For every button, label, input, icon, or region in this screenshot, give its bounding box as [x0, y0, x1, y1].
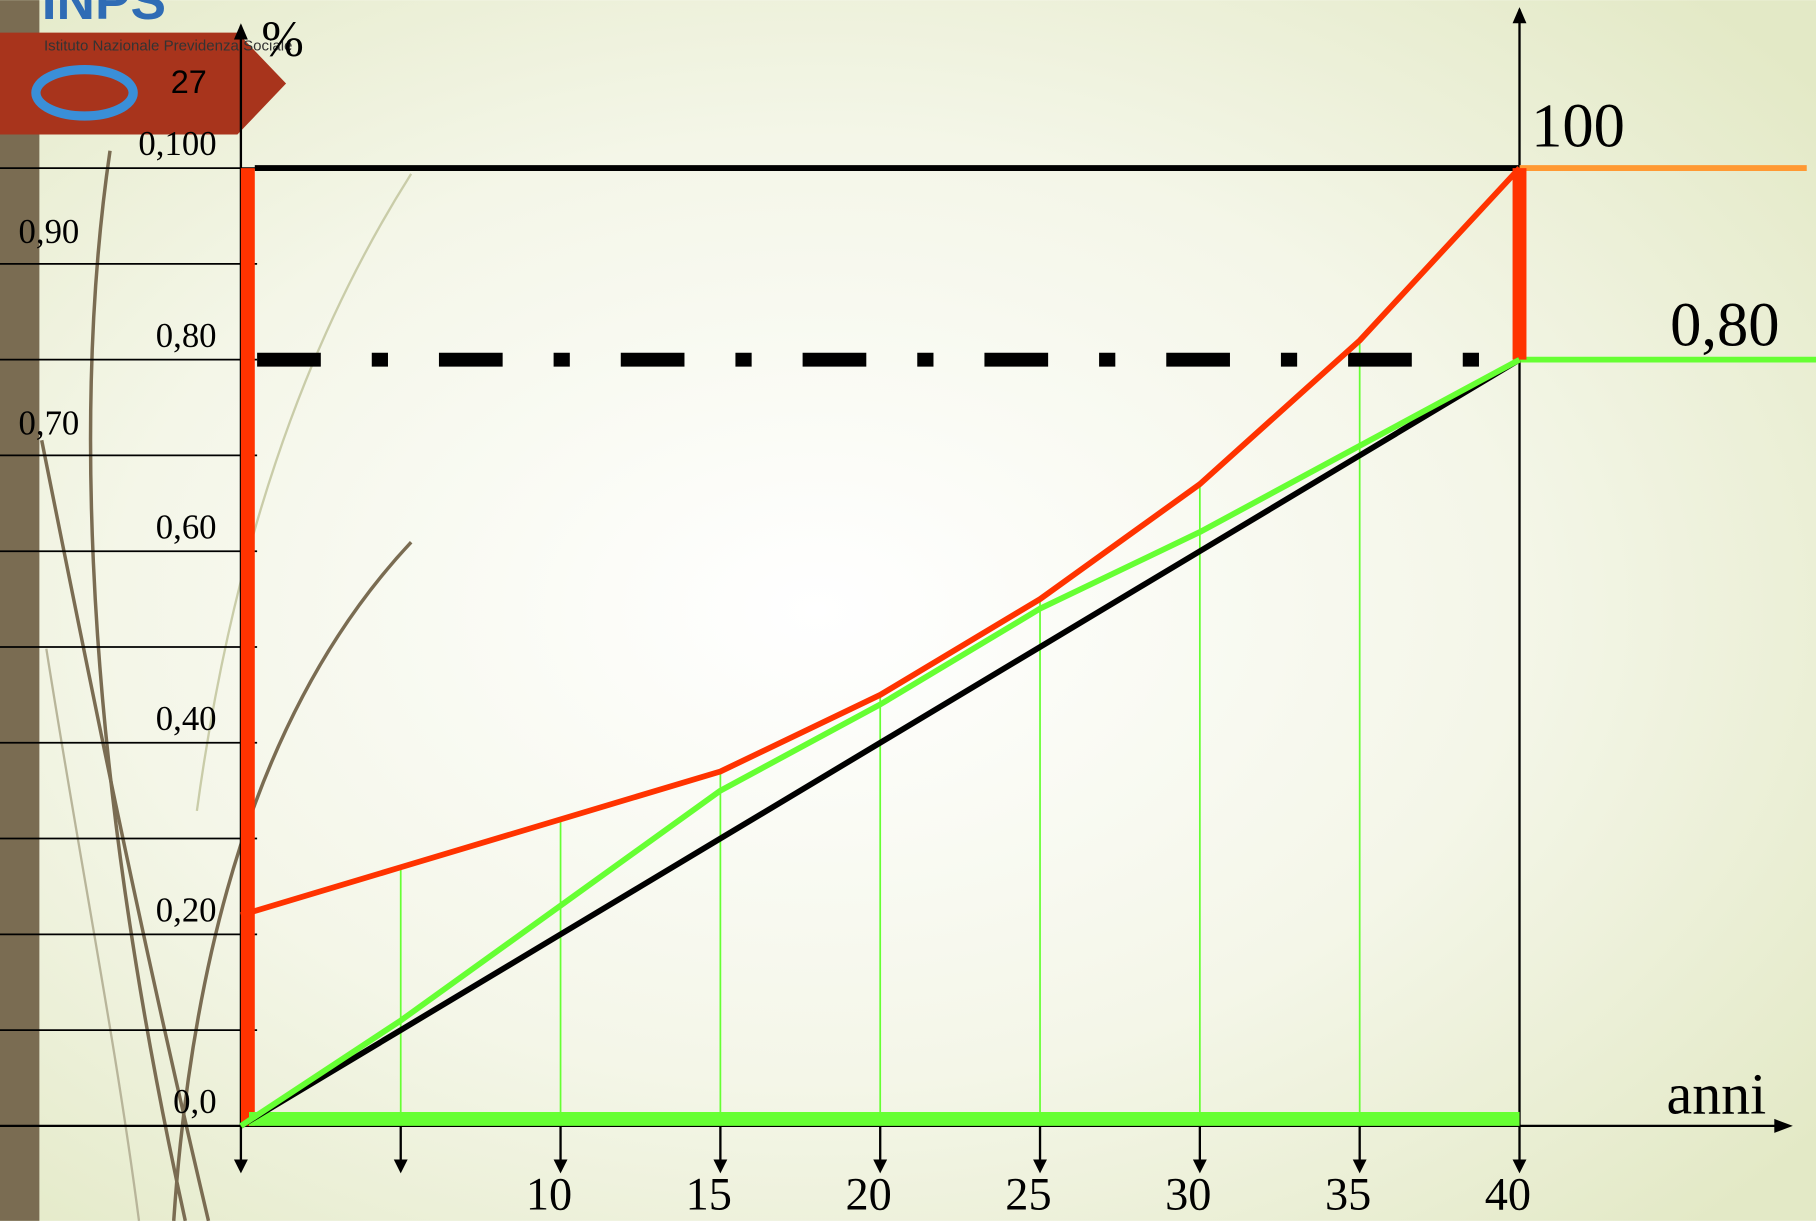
logo: INPS [42, 0, 166, 31]
decoration [39, 150, 413, 1221]
x-tick-arrow [1352, 1159, 1367, 1174]
institute-name: Istituto Nazionale Previdenza Sociale [44, 37, 292, 54]
y-tick-label: 0,70 [19, 403, 80, 442]
slide-number: 27 [171, 64, 207, 100]
slide-banner [0, 32, 287, 135]
x-tick-label: 40 [1485, 1169, 1531, 1220]
x-tick-arrow [553, 1159, 568, 1174]
logo-icon [31, 65, 138, 121]
series-line [240, 166, 1522, 918]
right-axis-arrow [1512, 7, 1527, 24]
x-tick-arrow [1512, 1159, 1527, 1174]
y-axis-label: % [261, 12, 303, 68]
x-tick-label: 20 [845, 1169, 891, 1220]
y-tick-label: 0,0 [173, 1082, 216, 1121]
side-strip [0, 0, 40, 1221]
x-tick-label: 15 [686, 1169, 732, 1220]
y-tick-label: 0,90 [19, 212, 80, 251]
x-tick-label: 30 [1165, 1169, 1211, 1220]
y-tick-label: 0,100 [138, 124, 216, 163]
annotation: 100 [1531, 91, 1625, 161]
x-tick-label: 25 [1005, 1169, 1051, 1220]
y-axis-arrow [233, 23, 248, 40]
y-tick-label: 0,20 [156, 890, 217, 929]
x-tick-arrow [393, 1159, 408, 1174]
series-line [239, 357, 1521, 1129]
x-axis-arrow [1774, 1118, 1793, 1133]
y-tick-label: 0,40 [156, 699, 217, 738]
x-tick-arrow [1033, 1159, 1047, 1174]
y-tick-label: 0,80 [156, 316, 217, 355]
x-tick-arrow [873, 1159, 888, 1174]
x-tick-arrow [233, 1159, 248, 1174]
series-line [239, 357, 1521, 1129]
x-tick-arrow [1192, 1159, 1207, 1174]
annotation: 0,80 [1670, 290, 1779, 360]
x-axis-label: anni [1667, 1062, 1767, 1127]
x-tick-arrow [713, 1159, 728, 1174]
x-tick-label: 10 [526, 1169, 572, 1220]
x-tick-label: 35 [1325, 1169, 1371, 1220]
y-tick-label: 0,60 [156, 507, 217, 546]
